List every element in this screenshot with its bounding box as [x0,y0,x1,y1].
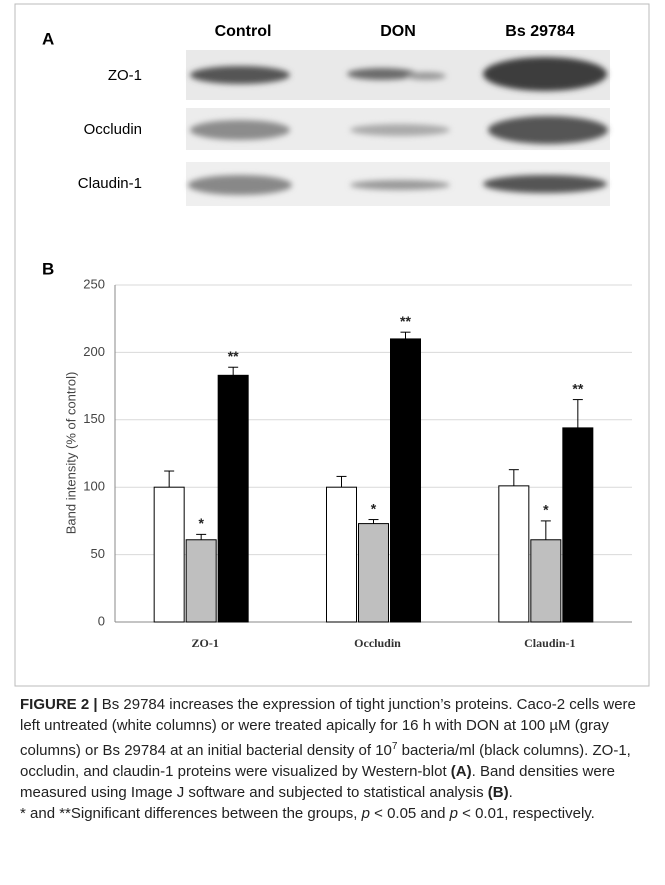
bar [186,540,216,622]
significance-label: ** [572,380,583,396]
y-tick-label: 200 [83,344,105,359]
bar [359,524,389,622]
figure: A Control DON Bs 29784 ZO-1 Occludin Cla… [0,0,665,690]
column-header: Bs 29784 [505,23,574,40]
page: A Control DON Bs 29784 ZO-1 Occludin Cla… [0,0,665,885]
caption-text: . [509,784,513,801]
significance-label: * [198,515,204,531]
y-tick-label: 250 [83,276,105,291]
x-tick-label: ZO-1 [191,636,218,650]
bar [391,339,421,622]
caption-text: p [362,805,370,822]
bar [327,487,357,622]
row-label: Occludin [84,121,142,138]
caption-paragraph: FIGURE 2 | Bs 29784 increases the expres… [20,694,645,803]
column-header: DON [380,23,416,40]
row-label: Claudin-1 [78,175,142,192]
caption-text: (A) [451,763,472,780]
significance-label: * [371,500,377,516]
caption-text: < 0.01, respectively. [458,805,595,822]
western-blot [186,50,610,206]
y-tick-label: 150 [83,411,105,426]
y-tick-label: 100 [83,479,105,494]
bar [154,487,184,622]
caption-text: p [450,805,458,822]
column-header: Control [215,23,272,40]
significance-label: ** [228,348,239,364]
y-axis-label: Band intensity (% of control) [63,372,78,535]
caption-text: FIGURE 2 | [20,696,98,713]
caption-paragraph: * and **Significant differences between … [20,803,645,824]
panel-label: A [42,29,54,48]
caption-text: < 0.05 and [370,805,450,822]
significance-label: * [543,502,549,518]
significance-label: ** [400,313,411,329]
caption-text: * and **Significant differences between … [20,805,362,822]
bar [218,375,248,622]
y-tick-label: 0 [98,613,105,628]
x-tick-label: Occludin [354,636,401,650]
row-label: ZO-1 [108,67,142,84]
panel-label: B [42,259,54,278]
bar [531,540,561,622]
caption-text: (B) [488,784,509,801]
y-tick-label: 50 [91,546,105,561]
bar [563,428,593,622]
x-tick-label: Claudin-1 [524,636,575,650]
bar [499,486,529,622]
caption: FIGURE 2 | Bs 29784 increases the expres… [20,694,645,824]
